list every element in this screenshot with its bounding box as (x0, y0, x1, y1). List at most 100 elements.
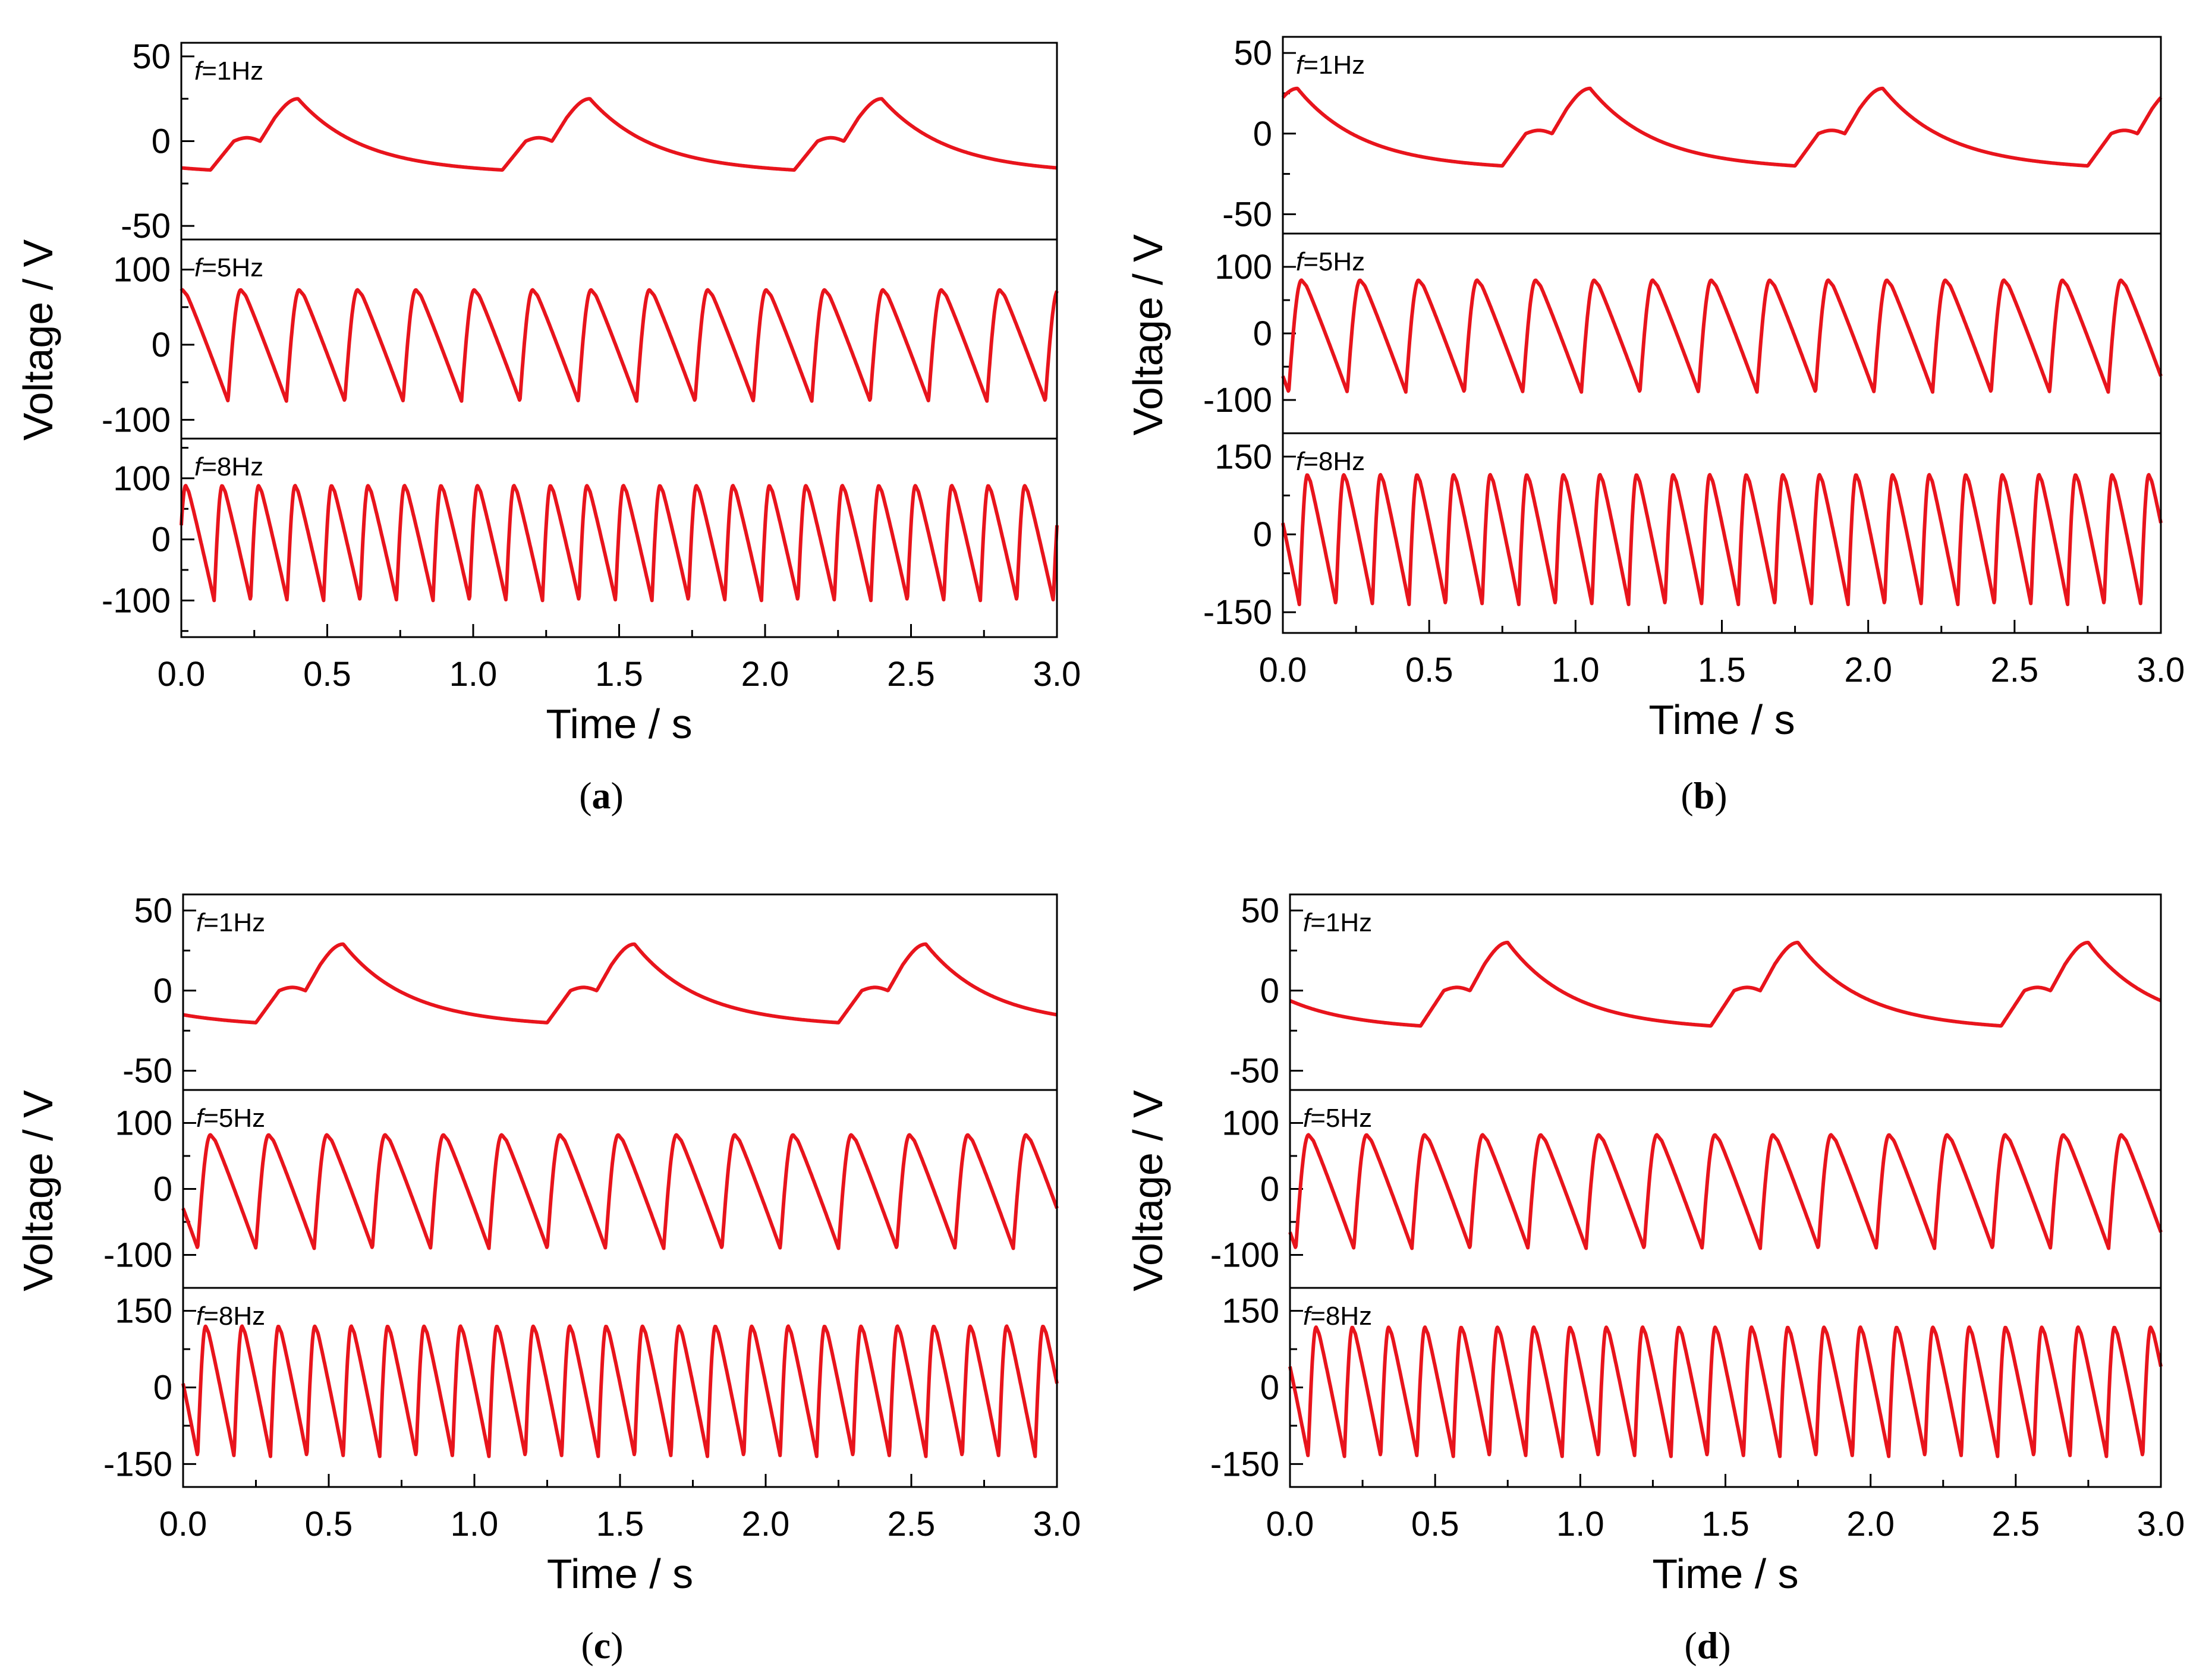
subplot-c-8hz: 150 0 -150 f=8Hz (103, 1287, 1059, 1488)
x-axis-title: Time / s (546, 701, 692, 747)
y-tick-label: 0 (1253, 515, 1272, 554)
subplot-a-8hz: 100 0 -100 f=8Hz (102, 437, 1059, 638)
x-axis-title: Time / s (1652, 1551, 1798, 1597)
y-tick-label: 0 (1253, 115, 1272, 153)
subplot-b-8hz: 150 0 -150 f=8Hz (1203, 432, 2163, 634)
x-tick-label: 1.0 (449, 655, 498, 694)
x-tick-label: 1.5 (1698, 651, 1746, 689)
x-tick-label: 2.5 (1992, 1505, 2040, 1543)
x-tick-label: 3.0 (2137, 651, 2185, 689)
y-tick-label: -50 (1229, 1052, 1279, 1091)
x-tick-label: 3.0 (1033, 655, 1081, 694)
x-tick-label: 0.5 (303, 655, 351, 694)
y-tick-label: 0 (153, 972, 172, 1010)
y-tick-label: -150 (103, 1445, 172, 1483)
y-tick-label: 0 (1260, 972, 1279, 1010)
x-axis-title: Time / s (1648, 697, 1795, 743)
frequency-label: f=1Hz (194, 56, 263, 86)
y-tick-label: 50 (1241, 891, 1279, 930)
y-tick-label: 50 (1234, 34, 1272, 73)
voltage-trace-5hz (1288, 1133, 2163, 1250)
x-tick-label: 2.5 (887, 655, 935, 694)
y-tick-label: 50 (134, 891, 172, 930)
y-tick-label: -50 (1222, 195, 1272, 234)
y-tick-label: -100 (103, 1236, 172, 1275)
y-tick-label: -100 (102, 581, 171, 620)
voltage-trace-5hz (181, 1133, 1059, 1250)
subplot-c-5hz: 100 0 -100 f=5Hz (103, 1089, 1059, 1289)
x-tick-label: 2.0 (1844, 651, 1892, 689)
frequency-label: f=1Hz (196, 908, 265, 937)
x-tick-label: 1.5 (596, 1505, 644, 1543)
y-tick-label: -50 (122, 1052, 172, 1091)
panel-caption: (c) (581, 1624, 623, 1666)
voltage-trace-1hz (180, 97, 1059, 172)
x-axis-title: Time / s (547, 1551, 693, 1597)
y-tick-label: 100 (113, 251, 171, 289)
voltage-trace-8hz (181, 1324, 1059, 1458)
y-tick-label: -50 (121, 207, 171, 245)
chart-panel-d: 50 0 -50 f=1Hz 100 0 -100 f=5Hz 150 0 -150 f=8Hz 0.0… (1125, 891, 2185, 1666)
voltage-trace-1hz (1288, 940, 2163, 1028)
x-tick-label: 1.0 (1556, 1505, 1604, 1543)
y-tick-label: 100 (1222, 1104, 1279, 1143)
x-tick-label: 3.0 (2137, 1505, 2185, 1543)
x-tick-label: 2.0 (1846, 1505, 1895, 1543)
frequency-label: f=5Hz (194, 253, 263, 282)
subplot-d-8hz: 150 0 -150 f=8Hz (1210, 1287, 2163, 1488)
chart-panel-c: 50 0 -50 f=1Hz 100 0 -100 f=5Hz 150 0 -150 f=8Hz 0.0… (15, 891, 1081, 1666)
x-tick-label: 2.0 (741, 655, 789, 694)
x-tick-label: 0.0 (1259, 651, 1307, 689)
y-axis-title: Voltage / V (1125, 1090, 1171, 1291)
y-tick-label: -150 (1210, 1445, 1279, 1483)
y-tick-label: 150 (1222, 1292, 1279, 1331)
subplot-frame (180, 238, 1058, 440)
x-tick-label: 0.0 (158, 655, 206, 694)
frequency-label: f=8Hz (1296, 447, 1365, 476)
x-tick-label: 0.0 (1266, 1505, 1314, 1543)
y-tick-label: -100 (1210, 1236, 1279, 1275)
y-tick-label: 100 (113, 459, 171, 498)
voltage-trace-5hz (180, 288, 1059, 403)
x-tick-label: 0.5 (305, 1505, 353, 1543)
frequency-label: f=5Hz (196, 1104, 265, 1133)
y-tick-label: 0 (1253, 314, 1272, 353)
subplot-a-5hz: 100 0 -100 f=5Hz (102, 238, 1059, 440)
voltage-trace-5hz (1281, 278, 2163, 394)
frequency-label: f=8Hz (194, 452, 263, 481)
y-tick-label: 0 (152, 326, 171, 364)
y-tick-label: -100 (1203, 381, 1272, 420)
subplot-frame (182, 1089, 1058, 1289)
y-tick-label: 0 (152, 122, 171, 161)
subplot-frame (182, 893, 1058, 1091)
frequency-label: f=1Hz (1296, 51, 1365, 80)
x-tick-label: 2.5 (1991, 651, 2039, 689)
x-tick-label: 1.5 (1701, 1505, 1750, 1543)
subplot-d-5hz: 100 0 -100 f=5Hz (1210, 1089, 2163, 1289)
y-axis-title: Voltage / V (15, 1090, 61, 1291)
y-tick-label: -100 (102, 401, 171, 439)
subplot-d-1hz: 50 0 -50 f=1Hz (1229, 891, 2163, 1091)
y-axis-title: Voltage / V (15, 239, 61, 440)
x-tick-label: 2.0 (742, 1505, 790, 1543)
subplot-frame (180, 42, 1058, 241)
y-tick-label: 100 (115, 1104, 172, 1143)
frequency-label: f=5Hz (1296, 247, 1365, 276)
frequency-label: f=8Hz (196, 1302, 265, 1331)
subplot-frame (1282, 36, 2162, 235)
frequency-label: f=8Hz (1303, 1302, 1372, 1331)
y-axis-title: Voltage / V (1125, 234, 1171, 436)
voltage-trace-1hz (1281, 86, 2163, 168)
voltage-trace-8hz (1288, 1325, 2163, 1458)
x-tick-label: 0.0 (159, 1505, 207, 1543)
x-tick-label: 2.5 (888, 1505, 936, 1543)
voltage-trace-8hz (1281, 472, 2163, 606)
y-tick-label: 50 (132, 37, 171, 76)
y-tick-label: -150 (1203, 593, 1272, 632)
x-tick-label: 3.0 (1033, 1505, 1081, 1543)
x-tick-label: 1.0 (1552, 651, 1600, 689)
x-tick-label: 0.5 (1411, 1505, 1459, 1543)
panel-caption: (d) (1684, 1624, 1730, 1666)
y-tick-label: 0 (153, 1369, 172, 1407)
y-tick-label: 100 (1214, 248, 1272, 286)
